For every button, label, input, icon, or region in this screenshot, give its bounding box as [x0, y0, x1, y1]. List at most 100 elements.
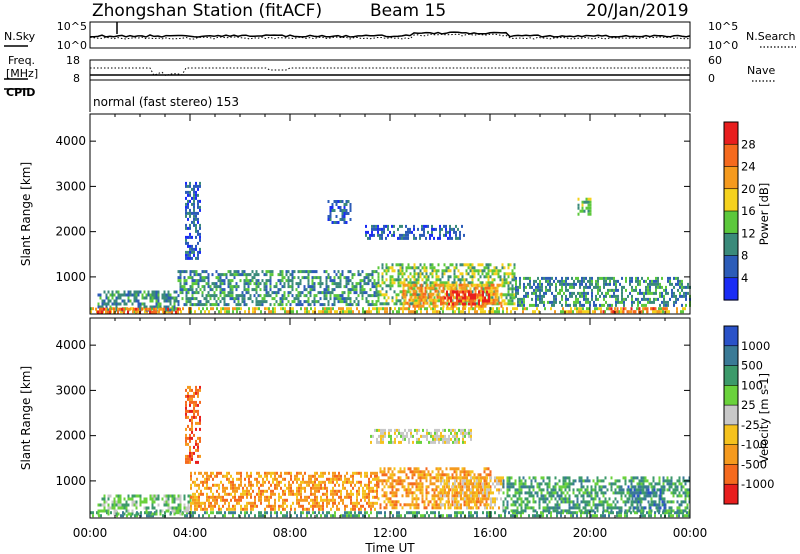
range-cell [260, 501, 262, 505]
range-cell [625, 297, 627, 301]
range-cell [459, 233, 461, 237]
range-cell [201, 294, 204, 298]
range-cell [613, 276, 615, 280]
range-cell [492, 283, 495, 287]
range-cell [407, 263, 410, 267]
range-cell [411, 497, 414, 501]
range-cell [425, 236, 427, 240]
range-cell [478, 304, 481, 308]
range-cell [261, 297, 264, 301]
range-cell [461, 278, 464, 282]
range-cell [352, 504, 354, 508]
range-cell [238, 495, 240, 499]
range-cell [199, 300, 202, 304]
range-cell [325, 276, 328, 280]
range-cell [190, 504, 192, 508]
range-cell [591, 294, 593, 298]
range-cell [413, 227, 415, 231]
range-cell [603, 282, 605, 286]
range-cell [266, 504, 268, 508]
range-cell [440, 476, 442, 480]
range-cell [421, 278, 424, 282]
range-cell [523, 288, 525, 292]
range-cell [368, 307, 370, 311]
range-cell [341, 297, 344, 301]
range-cell [381, 293, 384, 297]
range-cell [548, 506, 551, 510]
range-cell [411, 302, 414, 306]
range-cell [456, 290, 458, 294]
range-cell [496, 482, 498, 486]
range-cell [254, 504, 256, 508]
range-cell [456, 302, 458, 306]
range-cell [550, 307, 552, 311]
range-cell [623, 303, 625, 307]
range-cell [161, 296, 164, 300]
range-cell [210, 495, 212, 499]
range-cell [220, 507, 222, 511]
range-cell [436, 304, 439, 308]
range-cell [195, 244, 197, 248]
range-cell [272, 307, 274, 311]
range-cell [339, 282, 342, 286]
range-cell [542, 509, 545, 513]
range-cell [375, 303, 378, 307]
range-cell [413, 491, 416, 495]
range-cell [655, 282, 657, 286]
range-cell [589, 282, 591, 286]
range-cell [238, 486, 240, 490]
range-cell [465, 263, 468, 267]
range-cell [296, 480, 298, 484]
range-cell [549, 276, 551, 280]
range-cell [387, 479, 390, 483]
range-cell [342, 310, 344, 314]
range-cell [306, 480, 308, 484]
range-cell [513, 275, 516, 279]
range-cell [375, 285, 378, 289]
range-cell [496, 283, 499, 287]
range-cell [310, 480, 312, 484]
range-cell [144, 511, 146, 515]
range-cell [246, 507, 248, 511]
range-cell [231, 294, 234, 298]
range-cell [503, 275, 506, 279]
range-cell [200, 507, 202, 511]
range-cell [273, 297, 276, 301]
range-cell [494, 289, 497, 293]
range-cell [478, 290, 480, 294]
range-cell [117, 503, 120, 507]
range-cell [663, 303, 665, 307]
range-cell [409, 230, 411, 234]
range-cell [258, 474, 260, 478]
range-cell [195, 282, 198, 286]
freq-label-line2: [MHz] [6, 67, 38, 80]
range-cell [431, 275, 434, 279]
range-cell [523, 294, 525, 298]
range-cell [187, 235, 189, 239]
range-cell [565, 297, 567, 301]
range-cell [279, 270, 282, 274]
range-cell [676, 514, 678, 518]
range-cell [419, 473, 422, 477]
range-cell [119, 307, 121, 311]
range-cell [228, 480, 230, 484]
range-cell [562, 307, 564, 311]
range-cell [496, 292, 499, 296]
range-cell [173, 500, 176, 504]
range-cell [540, 482, 543, 486]
range-cell [643, 279, 645, 283]
range-cell [642, 514, 644, 518]
range-cell [431, 476, 434, 480]
range-cell [200, 471, 202, 475]
range-cell [423, 503, 426, 507]
range-cell [191, 244, 193, 248]
range-cell [274, 501, 276, 505]
range-cell [450, 304, 453, 308]
range-cell [186, 514, 188, 518]
range-cell [511, 269, 514, 273]
range-cell [465, 302, 468, 306]
range-cell [266, 477, 268, 481]
range-cell [282, 307, 284, 311]
range-cell [211, 303, 214, 307]
range-cell [389, 476, 392, 480]
